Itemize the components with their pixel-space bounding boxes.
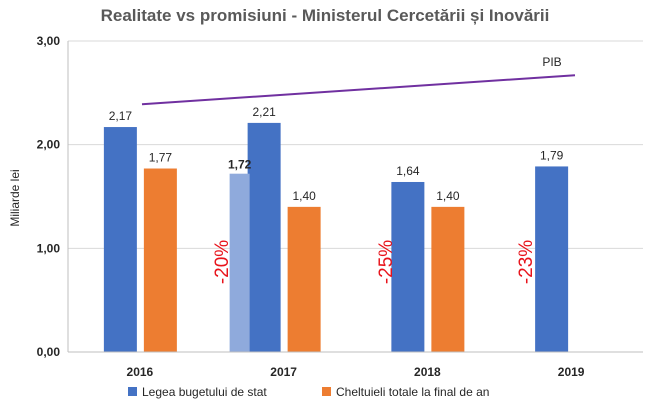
- y-tick-label: 2,00: [37, 138, 61, 152]
- bar-2017-spending: [287, 206, 321, 352]
- bars: [103, 122, 569, 352]
- bar-2016-spending: [143, 168, 177, 352]
- data-label: 2,17: [109, 109, 133, 123]
- axes: 0,00 1,00 2,00 3,00 2016 2017 2018 2019: [37, 34, 643, 379]
- percent-annotation: -20%: [212, 240, 233, 284]
- data-label: 1,40: [292, 189, 316, 203]
- y-tick-label: 3,00: [37, 34, 61, 48]
- bar-2016-budget: [103, 127, 137, 352]
- x-tick-label: 2019: [558, 365, 585, 379]
- legend-entry: Cheltuieli totale la final de an: [336, 385, 489, 399]
- pib-label: PIB: [542, 55, 561, 69]
- bar-2019-budget: [535, 166, 569, 352]
- chart-title: Realitate vs promisiuni - Ministerul Cer…: [101, 6, 550, 25]
- bar-2017-budget: [247, 122, 281, 352]
- legend-swatch: [322, 387, 331, 396]
- legend: Legea bugetului de stat Cheltuieli totale…: [128, 385, 489, 399]
- x-tick-label: 2018: [414, 365, 441, 379]
- bar-2018-budget: [391, 181, 425, 352]
- bar-2018-spending: [431, 206, 465, 352]
- x-tick-label: 2017: [270, 365, 297, 379]
- y-tick-label: 1,00: [37, 241, 61, 255]
- legend-entry: Legea bugetului de stat: [142, 385, 267, 399]
- data-label: 1,72: [228, 158, 252, 172]
- percent-annotation: -25%: [376, 240, 397, 284]
- pib-line: [141, 74, 576, 106]
- percent-annotation: -23%: [516, 240, 537, 284]
- data-labels: 2,17 1,77 2,21 1,40 1,64 1,40 1,79 1,72: [109, 105, 564, 203]
- data-label: 1,64: [396, 164, 420, 178]
- data-label: 1,77: [149, 151, 173, 165]
- legend-swatch: [128, 387, 137, 396]
- x-tick-label: 2016: [127, 365, 154, 379]
- data-label: 1,79: [540, 148, 564, 162]
- data-label: 2,21: [252, 105, 276, 119]
- y-tick-label: 0,00: [37, 345, 61, 359]
- data-label: 1,40: [436, 189, 460, 203]
- y-axis-label: Miliarde lei: [8, 169, 22, 226]
- bar-2017-initial: [229, 173, 250, 352]
- annotations: -20% -25% -23%: [212, 240, 537, 284]
- reference-line: PIB: [141, 55, 576, 106]
